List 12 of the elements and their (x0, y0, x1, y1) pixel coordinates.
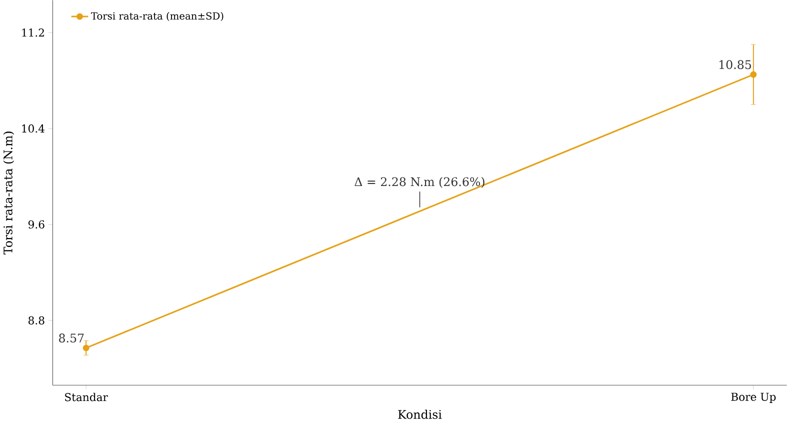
y-axis-title: Torsi rata-rata (N.m) (3, 132, 14, 254)
x-tick-label: Bore Up (731, 392, 776, 403)
annotation: Δ = 2.28 N.m (26.6%) (354, 176, 484, 188)
x-tick-label: Standar (65, 392, 108, 402)
data-label: 8.57 (59, 333, 84, 342)
y-tick-label: 11.2 (22, 28, 44, 37)
y-tick-label: 9.6 (28, 220, 44, 228)
legend-label: Torsi rata-rata (mean±SD) (91, 12, 224, 21)
data-label: 10.85 (720, 60, 752, 70)
x-axis-title: Kondisi (398, 410, 442, 419)
y-tick-label: 10.4 (22, 124, 44, 133)
y-tick-label: 8.8 (28, 316, 44, 324)
